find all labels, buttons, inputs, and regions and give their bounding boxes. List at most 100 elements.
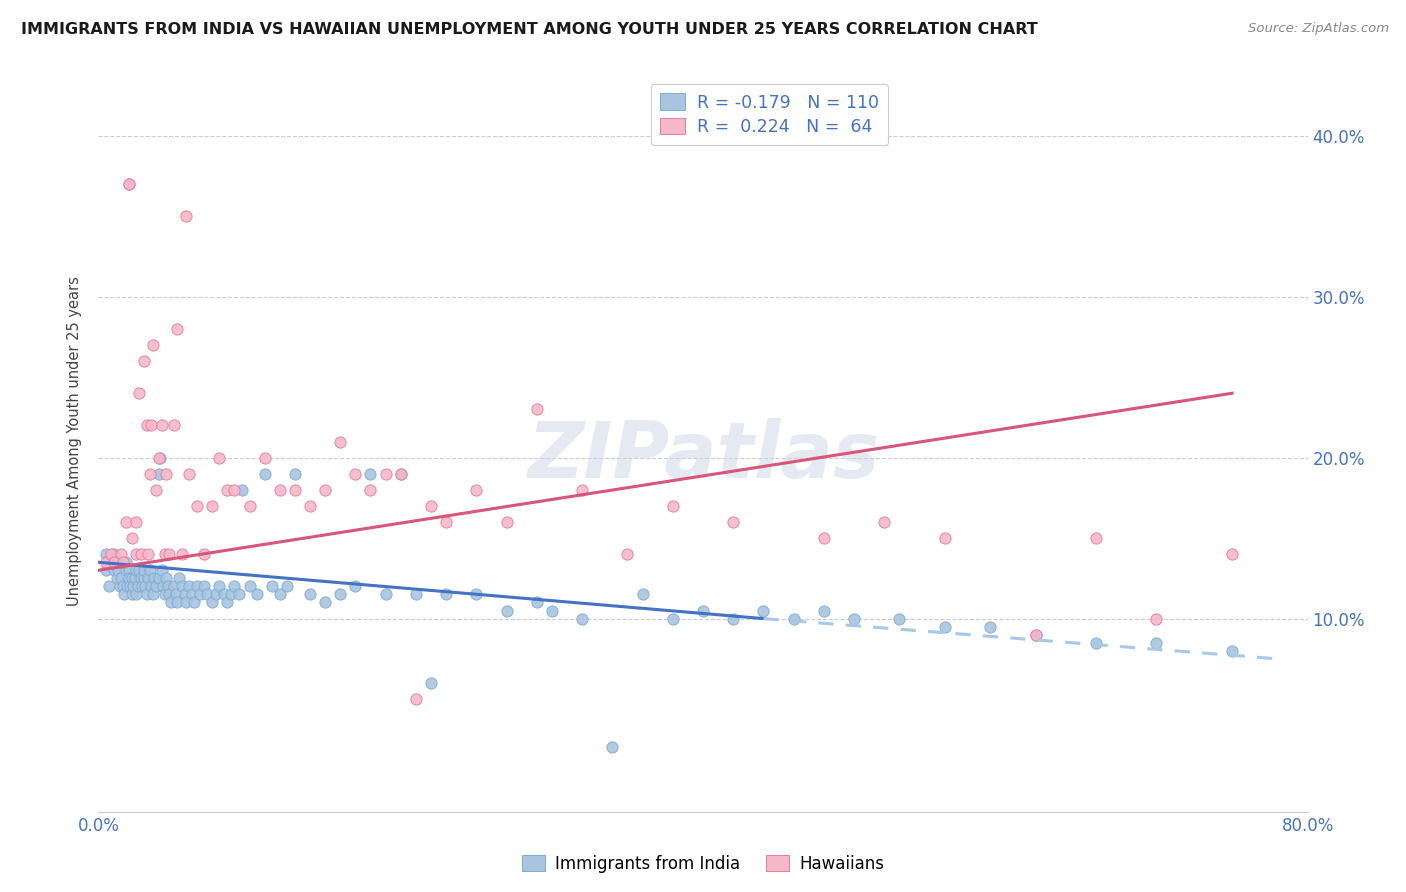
Point xyxy=(166,595,188,609)
Point xyxy=(165,587,187,601)
Point xyxy=(434,515,457,529)
Y-axis label: Unemployment Among Youth under 25 years: Unemployment Among Youth under 25 years xyxy=(67,277,83,607)
Point xyxy=(136,547,159,561)
Point xyxy=(571,483,593,497)
Point xyxy=(98,579,121,593)
Point xyxy=(108,579,131,593)
Point xyxy=(160,595,183,609)
Point xyxy=(783,611,806,625)
Point xyxy=(212,587,235,601)
Point xyxy=(1024,628,1046,642)
Point xyxy=(132,354,155,368)
Point xyxy=(107,563,129,577)
Point xyxy=(495,515,517,529)
Point xyxy=(329,587,352,601)
Point xyxy=(110,555,132,569)
Point xyxy=(105,571,128,585)
Point xyxy=(110,571,132,585)
Point xyxy=(174,209,197,223)
Point xyxy=(143,571,166,585)
Point xyxy=(148,467,170,481)
Point xyxy=(420,499,443,513)
Point xyxy=(540,603,562,617)
Point xyxy=(314,595,336,609)
Point xyxy=(149,450,172,465)
Point xyxy=(129,571,152,585)
Point xyxy=(602,740,624,755)
Point xyxy=(150,418,173,433)
Point xyxy=(215,483,238,497)
Point xyxy=(813,603,835,617)
Point xyxy=(150,563,173,577)
Point xyxy=(170,547,193,561)
Point xyxy=(179,467,201,481)
Point xyxy=(344,467,367,481)
Point xyxy=(148,571,170,585)
Point xyxy=(121,571,143,585)
Point xyxy=(1220,547,1243,561)
Point xyxy=(134,579,156,593)
Point xyxy=(1144,636,1167,650)
Point xyxy=(173,587,195,601)
Point xyxy=(616,547,638,561)
Text: IMMIGRANTS FROM INDIA VS HAWAIIAN UNEMPLOYMENT AMONG YOUTH UNDER 25 YEARS CORREL: IMMIGRANTS FROM INDIA VS HAWAIIAN UNEMPL… xyxy=(21,22,1038,37)
Point xyxy=(224,483,246,497)
Point xyxy=(132,563,155,577)
Point xyxy=(495,603,517,617)
Point xyxy=(434,587,457,601)
Point xyxy=(221,587,243,601)
Point xyxy=(329,434,352,449)
Point xyxy=(723,515,745,529)
Point xyxy=(142,338,165,352)
Point xyxy=(153,587,176,601)
Point xyxy=(125,547,148,561)
Point xyxy=(360,467,382,481)
Point xyxy=(201,499,224,513)
Point xyxy=(374,587,396,601)
Point xyxy=(125,563,148,577)
Point xyxy=(100,547,122,561)
Point xyxy=(253,467,276,481)
Point xyxy=(103,563,125,577)
Point xyxy=(163,579,186,593)
Point xyxy=(205,587,228,601)
Point xyxy=(571,611,593,625)
Point xyxy=(155,571,177,585)
Point xyxy=(465,587,488,601)
Point xyxy=(934,531,956,545)
Point xyxy=(231,483,253,497)
Point xyxy=(114,563,136,577)
Point xyxy=(181,587,204,601)
Point xyxy=(208,579,231,593)
Point xyxy=(465,483,488,497)
Point xyxy=(163,418,186,433)
Point xyxy=(193,579,215,593)
Point xyxy=(120,579,142,593)
Point xyxy=(145,579,167,593)
Point xyxy=(124,571,146,585)
Point xyxy=(299,499,322,513)
Point xyxy=(118,177,141,191)
Point xyxy=(159,547,181,561)
Point xyxy=(132,571,155,585)
Point xyxy=(153,547,176,561)
Point xyxy=(148,450,170,465)
Point xyxy=(420,676,443,690)
Point xyxy=(110,547,132,561)
Text: Source: ZipAtlas.com: Source: ZipAtlas.com xyxy=(1249,22,1389,36)
Legend: Immigrants from India, Hawaiians: Immigrants from India, Hawaiians xyxy=(516,848,890,880)
Point xyxy=(253,450,276,465)
Point xyxy=(118,563,141,577)
Point xyxy=(246,587,269,601)
Point xyxy=(112,587,135,601)
Point xyxy=(103,555,125,569)
Point xyxy=(136,571,159,585)
Point xyxy=(118,571,141,585)
Point xyxy=(141,579,163,593)
Point xyxy=(208,450,231,465)
Point xyxy=(239,499,262,513)
Point xyxy=(127,579,149,593)
Point xyxy=(142,587,165,601)
Point xyxy=(1220,644,1243,658)
Point xyxy=(141,418,163,433)
